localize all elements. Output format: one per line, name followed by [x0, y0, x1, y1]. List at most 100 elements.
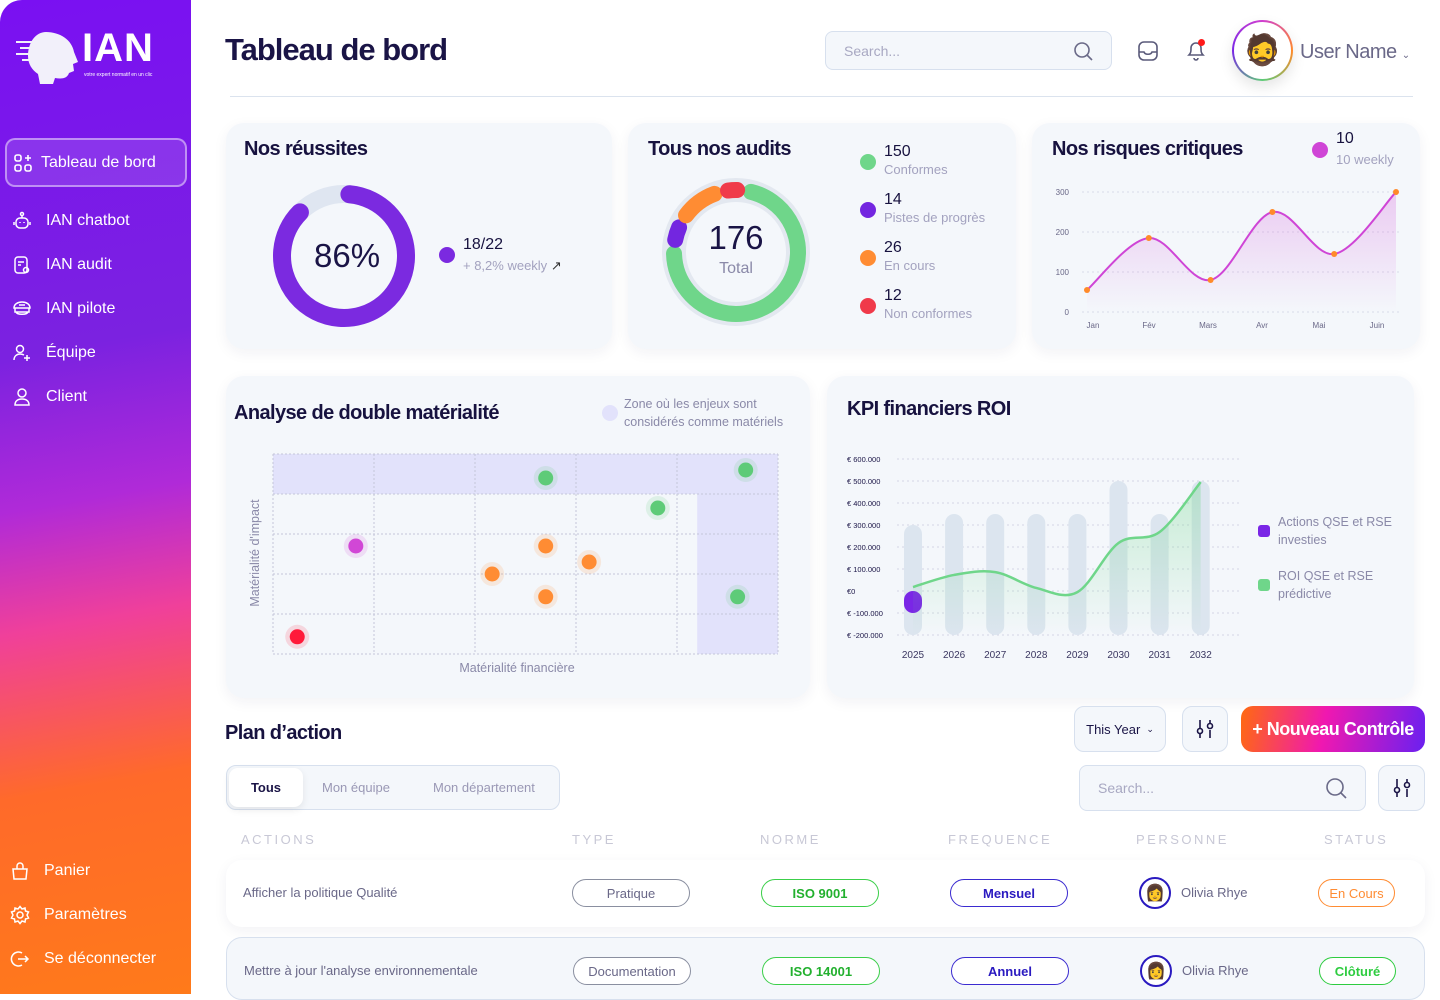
audit-legend-item: 12 Non conformes	[860, 287, 1010, 329]
document-search-icon	[12, 255, 32, 275]
user-add-icon	[12, 343, 32, 363]
weekly-change: + 8,2% weekly	[463, 258, 548, 273]
x-tick-label: Jan	[1087, 321, 1100, 330]
sidebar-item-label: IAN pilote	[46, 300, 116, 317]
y-tick-label: € 400.000	[847, 499, 880, 508]
dashboard-icon	[13, 153, 33, 173]
search-icon[interactable]	[1325, 777, 1347, 799]
action-cell: Afficher la politique Qualité	[243, 885, 398, 900]
card-title: KPI financiers ROI	[847, 398, 1011, 420]
column-header-status[interactable]: STATUS	[1324, 832, 1389, 847]
risk-point	[1331, 251, 1338, 257]
notification-bell[interactable]	[1185, 38, 1207, 67]
sidebar-item-tableau-de-bord[interactable]: Tableau de bord	[5, 138, 187, 187]
arrow-up-right-icon: ↗	[550, 258, 562, 273]
inbox-icon[interactable]	[1137, 40, 1159, 62]
person-name: Olivia Rhye	[1181, 885, 1248, 900]
bell-icon	[1187, 42, 1205, 61]
new-control-button[interactable]: + Nouveau Contrôle	[1241, 706, 1425, 752]
scatter-point	[730, 589, 746, 605]
sliders-icon	[1196, 720, 1214, 738]
pilot-cap-icon	[12, 299, 32, 319]
audit-legend-item: 150 Conformes	[860, 143, 1010, 185]
plan-filter-button[interactable]	[1378, 765, 1425, 811]
sidebar-item-equipe[interactable]: Équipe	[12, 343, 96, 363]
bag-icon	[10, 861, 30, 881]
scatter-point	[484, 566, 500, 582]
audit-segment-conformes	[666, 182, 806, 322]
user-menu[interactable]: User Name ⌄	[1300, 41, 1410, 64]
donut-progress	[273, 185, 415, 327]
sidebar-item-panier[interactable]: Panier	[10, 861, 90, 881]
person-avatar: 👩	[1139, 877, 1171, 909]
sidebar-item-ian-pilote[interactable]: IAN pilote	[12, 299, 115, 319]
logo[interactable]: IAN votre expert normatif en un clic	[16, 28, 186, 88]
column-header-actions[interactable]: ACTIONS	[241, 832, 317, 847]
risk-point	[1269, 209, 1276, 215]
ian-head-logo-icon	[16, 32, 78, 84]
risques-card: Nos risques critiques 10 10 weekly 300 20…	[1032, 123, 1420, 349]
x-axis-label: Matérialité financière	[459, 661, 575, 675]
legend-value: 10	[1336, 130, 1354, 147]
risk-area	[1087, 192, 1396, 312]
avatar[interactable]: 🧔	[1232, 20, 1293, 81]
sidebar-item-label: Se déconnecter	[44, 950, 157, 967]
x-tick-label: 2029	[1066, 650, 1089, 661]
ratio-value: 18/22	[463, 236, 504, 253]
sidebar-item-se-deconnecter[interactable]: Se déconnecter	[10, 949, 156, 969]
x-tick-label: Juin	[1370, 321, 1385, 330]
period-select[interactable]: This Year ⌄	[1074, 706, 1166, 752]
scatter-point	[538, 470, 554, 486]
sidebar-item-label: Paramètres	[44, 906, 127, 923]
norme-pill: ISO 14001	[762, 957, 880, 985]
x-tick-label: Avr	[1256, 321, 1268, 330]
x-tick-label: Fév	[1142, 321, 1155, 330]
logo-tagline: votre expert normatif en un clic	[84, 72, 153, 78]
tab-tous[interactable]: Tous	[229, 768, 303, 807]
legend-dot	[860, 202, 876, 218]
y-tick-label: 100	[1056, 268, 1070, 277]
legend-dot	[860, 154, 876, 170]
action-cell: Mettre à jour l'analyse environnementale	[244, 963, 478, 978]
tab-mon-equipe[interactable]: Mon équipe	[322, 780, 390, 795]
table-row[interactable]: Mettre à jour l'analyse environnementale…	[226, 937, 1425, 1000]
kpi-roi-chart: € 600.000 € 500.000 € 400.000 € 300.000 € 20…	[847, 455, 1242, 661]
audit-legend-item: 26 En cours	[860, 239, 1010, 281]
scatter-point	[538, 538, 554, 554]
filter-button[interactable]	[1182, 706, 1228, 752]
column-header-personne[interactable]: PERSONNE	[1136, 832, 1229, 847]
tab-mon-departement[interactable]: Mon département	[433, 780, 535, 795]
sidebar-item-ian-chatbot[interactable]: IAN chatbot	[12, 211, 130, 231]
sidebar-item-parametres[interactable]: Paramètres	[10, 905, 127, 925]
zone-legend-text: Zone où les enjeux sont considérés comme…	[624, 397, 784, 429]
scatter-point	[738, 462, 754, 478]
search-input[interactable]: Search...	[825, 31, 1112, 70]
column-header-frequence[interactable]: FREQUENCE	[948, 832, 1053, 847]
sidebar-item-label: Tableau de bord	[41, 153, 156, 171]
y-tick-label: € 100.000	[847, 565, 880, 574]
materiality-scatter	[272, 453, 779, 655]
table-row[interactable]: Afficher la politique Qualité Pratique I…	[226, 860, 1425, 927]
card-title: Tous nos audits	[648, 138, 791, 160]
legend-dot	[439, 247, 455, 263]
sidebar-item-client[interactable]: Client	[12, 387, 87, 407]
reussites-donut	[273, 185, 415, 327]
plan-search-input[interactable]: Search...	[1079, 765, 1366, 811]
sidebar-item-label: IAN chatbot	[46, 212, 130, 229]
user-icon	[12, 387, 32, 407]
legend-label: Actions QSE et RSE investies	[1278, 515, 1392, 547]
reussites-card: Nos réussites 86% 18/22 + 8,2% weekly ↗	[226, 123, 612, 349]
search-icon[interactable]	[1073, 41, 1093, 61]
audit-segment-non-conformes	[666, 182, 806, 322]
y-tick-label: 300	[1056, 188, 1070, 197]
sidebar-item-ian-audit[interactable]: IAN audit	[12, 255, 112, 275]
materialite-card: Analyse de double matérialité Zone où le…	[226, 376, 810, 698]
x-tick-label: 2028	[1025, 650, 1048, 661]
legend-swatch-investies	[1258, 525, 1270, 537]
person-avatar: 👩	[1140, 955, 1172, 987]
audit-segment-pistes-de-progrès	[666, 182, 806, 322]
column-header-norme[interactable]: NORME	[760, 832, 821, 847]
column-header-type[interactable]: TYPE	[572, 832, 616, 847]
scatter-point	[289, 629, 305, 645]
card-title: Analyse de double matérialité	[234, 402, 500, 424]
